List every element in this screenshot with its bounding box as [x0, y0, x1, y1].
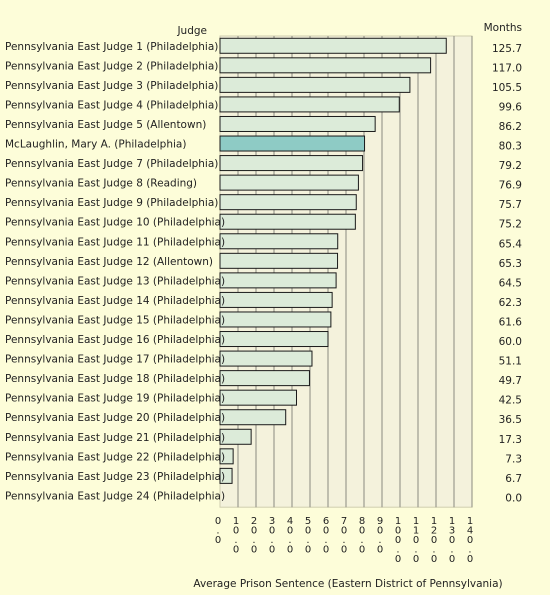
bar	[219, 213, 356, 230]
category-label: Pennsylvania East Judge 20 (Philadelphia…	[5, 412, 225, 424]
bar	[219, 409, 287, 426]
category-label: Pennsylvania East Judge 19 (Philadelphia…	[5, 393, 225, 405]
value-label: 125.7	[492, 43, 522, 55]
x-axis-label: Average Prison Sentence (Eastern Distric…	[193, 578, 502, 590]
value-label: 65.3	[499, 258, 522, 270]
category-labels: Pennsylvania East Judge 1 (Philadelphia)…	[5, 41, 225, 503]
value-label: 64.5	[499, 277, 522, 289]
category-label: Pennsylvania East Judge 12 (Allentown)	[5, 256, 213, 268]
category-label: Pennsylvania East Judge 21 (Philadelphia…	[5, 432, 225, 444]
bar-highlighted	[219, 135, 366, 152]
category-header: Judge	[176, 25, 207, 37]
value-label: 60.0	[499, 336, 522, 348]
value-label: 105.5	[492, 82, 522, 94]
category-label: Pennsylvania East Judge 10 (Philadelphia…	[5, 217, 225, 229]
category-label: Pennsylvania East Judge 3 (Philadelphia)	[5, 80, 218, 92]
category-label: Pennsylvania East Judge 22 (Philadelphia…	[5, 451, 225, 463]
category-label: Pennsylvania East Judge 9 (Philadelphia)	[5, 197, 218, 209]
category-label: Pennsylvania East Judge 14 (Philadelphia…	[5, 295, 225, 307]
grid-lines	[237, 36, 473, 508]
value-header: Months	[484, 22, 522, 34]
bar	[219, 155, 364, 172]
bar	[219, 291, 333, 308]
category-label: Pennsylvania East Judge 17 (Philadelphia…	[5, 354, 225, 366]
bar	[219, 115, 376, 132]
value-label: 75.2	[499, 219, 522, 231]
category-label: Pennsylvania East Judge 2 (Philadelphia)	[5, 60, 218, 72]
value-label: 76.9	[499, 180, 522, 192]
value-label: 117.0	[492, 62, 522, 74]
bars	[219, 37, 447, 484]
value-label: 42.5	[499, 395, 522, 407]
value-label: 61.6	[499, 316, 523, 328]
bar	[219, 370, 310, 387]
bar	[219, 252, 339, 269]
category-label: Pennsylvania East Judge 11 (Philadelphia…	[5, 236, 225, 248]
bar	[219, 194, 357, 211]
category-label: Pennsylvania East Judge 1 (Philadelphia)	[5, 41, 218, 53]
value-label: 36.5	[499, 414, 522, 426]
bar	[219, 272, 337, 289]
category-label: Pennsylvania East Judge 18 (Philadelphia…	[5, 373, 225, 385]
bar	[219, 174, 359, 191]
bar	[219, 467, 233, 484]
category-label: Pennsylvania East Judge 16 (Philadelphia…	[5, 334, 225, 346]
value-label: 86.2	[499, 121, 522, 133]
value-label: 51.1	[499, 356, 522, 368]
category-label: Pennsylvania East Judge 15 (Philadelphia…	[5, 314, 225, 326]
value-label: 65.4	[499, 238, 523, 250]
category-label: McLaughlin, Mary A. (Philadelphia)	[5, 139, 186, 151]
value-label: 17.3	[499, 434, 522, 446]
value-label: 80.3	[499, 141, 522, 153]
category-label: Pennsylvania East Judge 4 (Philadelphia)	[5, 99, 218, 111]
x-tick-label: 0.0	[215, 516, 221, 546]
bar	[219, 37, 447, 54]
bar	[219, 311, 332, 328]
value-label: 99.6	[499, 101, 523, 113]
value-label: 7.3	[505, 453, 522, 465]
bar	[219, 448, 234, 465]
category-label: Pennsylvania East Judge 5 (Allentown)	[5, 119, 206, 131]
category-label: Pennsylvania East Judge 7 (Philadelphia)	[5, 158, 218, 170]
value-label: 0.0	[505, 492, 522, 504]
bar	[219, 57, 432, 74]
value-labels: 125.7 117.0 105.5 99.6 86.2 80.3 79.2 76.9 75.7 7…	[492, 43, 522, 505]
value-label: 62.3	[499, 297, 522, 309]
x-axis-ticks: 0. 0 1 0. 0 2 0. 0 3 0. 0 4 0. 0 5 0. 0 6 0. 0 7 0. 0 8 0. 0 9 0. 0 1…	[215, 516, 473, 565]
bar	[219, 233, 339, 250]
value-label: 6.7	[505, 473, 522, 485]
bar	[219, 428, 252, 445]
category-label: Pennsylvania East Judge 13 (Philadelphia…	[5, 275, 225, 287]
category-label: Pennsylvania East Judge 23 (Philadelphia…	[5, 471, 225, 483]
bar	[219, 96, 400, 113]
bar	[219, 331, 329, 348]
value-label: 79.2	[499, 160, 522, 172]
value-label: 75.7	[499, 199, 522, 211]
category-label: Pennsylvania East Judge 24 (Philadelphia…	[5, 490, 225, 502]
bar	[219, 76, 411, 93]
bar	[219, 389, 297, 406]
category-label: Pennsylvania East Judge 8 (Reading)	[5, 178, 197, 190]
value-label: 49.7	[499, 375, 522, 387]
bar	[219, 350, 313, 367]
